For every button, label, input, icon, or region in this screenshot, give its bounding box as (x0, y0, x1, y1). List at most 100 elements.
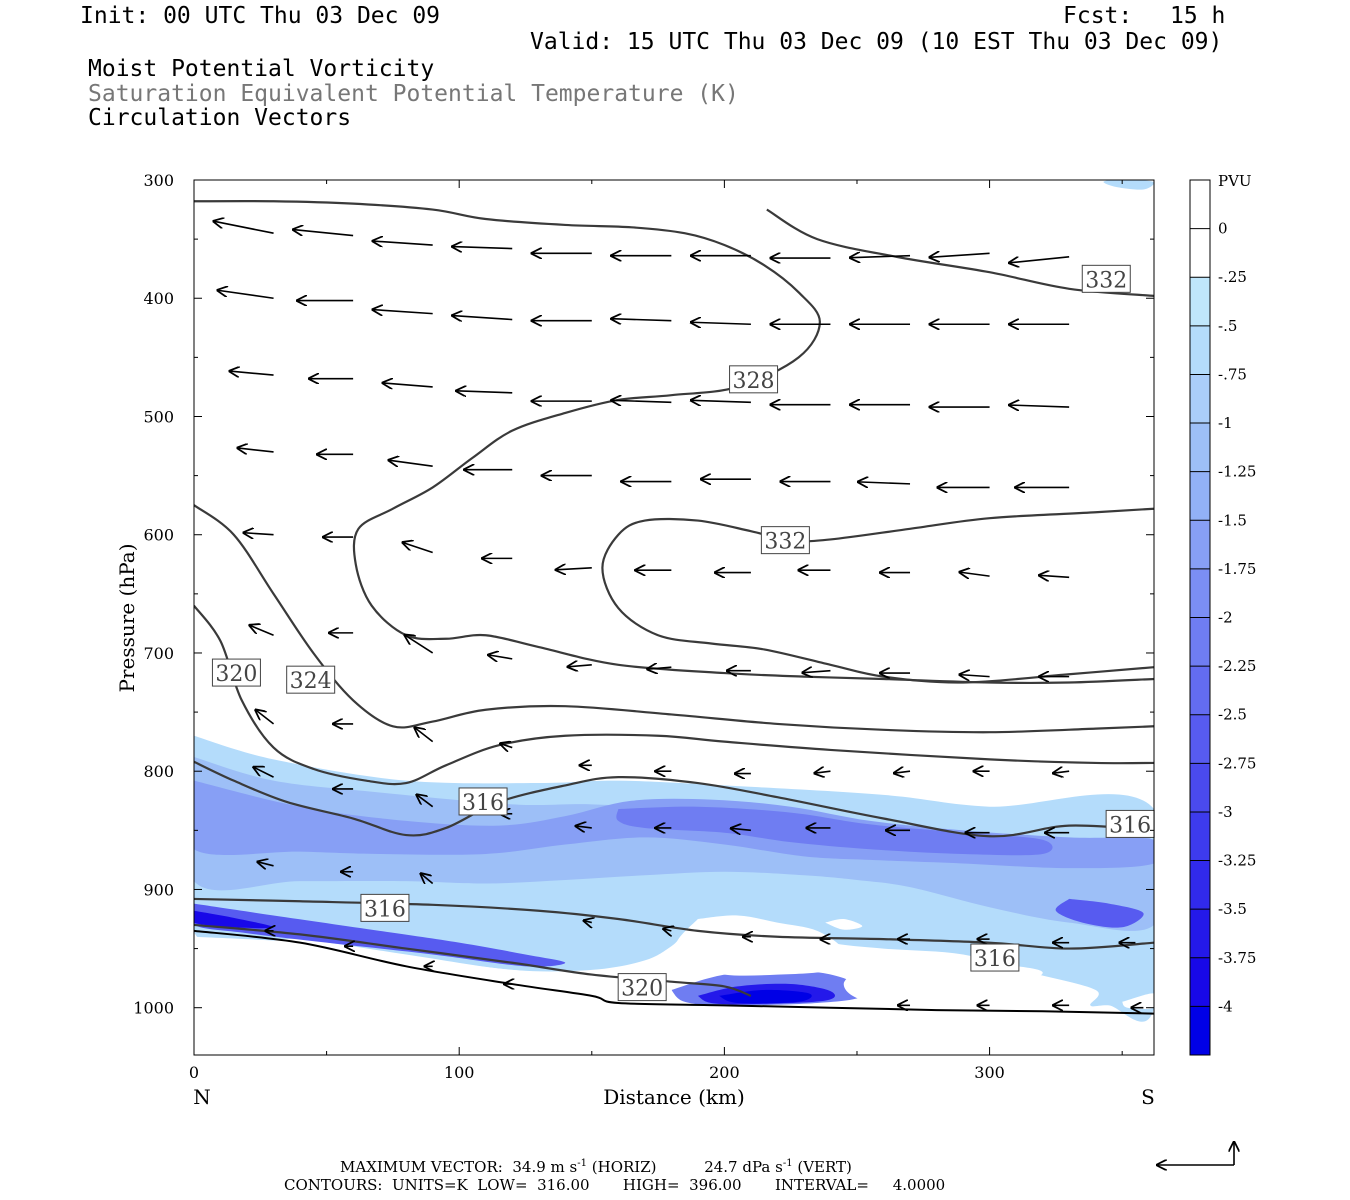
circulation-vector (1009, 405, 1070, 407)
circulation-vector (691, 400, 751, 402)
colorbar-unit: PVU (1218, 172, 1252, 190)
colorbar-label: -1.25 (1218, 463, 1256, 481)
circulation-vector (456, 391, 513, 393)
pv-region (194, 910, 274, 929)
circulation-vector (214, 221, 274, 234)
colorbar-swatch (1190, 471, 1210, 521)
y-axis-label: Pressure (hPa) (115, 544, 139, 693)
colorbar-swatch (1190, 568, 1210, 618)
contour-label-box (760, 526, 810, 555)
circulation-vector (373, 241, 433, 245)
colorbar-label: -2 (1218, 609, 1233, 627)
contour-label: 316 (458, 787, 508, 816)
circulation-vector (894, 771, 911, 773)
colorbar-swatch (1190, 666, 1210, 716)
init-time: Init: 00 UTC Thu 03 Dec 09 (80, 3, 441, 29)
contour-label-text: 324 (290, 669, 332, 694)
x-axis-label: Distance (km) (603, 1085, 745, 1109)
x-tick-label: 200 (709, 1063, 740, 1082)
max-vector-line: MAXIMUM VECTOR: 34.9 m s-1 (HORIZ) 24.7 … (340, 1159, 852, 1175)
circulation-vector (802, 671, 831, 673)
contour-label-text: 316 (364, 897, 406, 922)
circulation-vector (405, 635, 434, 654)
colorbar-label: -2.25 (1218, 657, 1256, 675)
circulation-vector (218, 290, 274, 300)
field-title-vectors: Circulation Vectors (88, 105, 352, 131)
contour-label-text: 332 (764, 530, 806, 555)
pv-region (194, 903, 566, 967)
colorbar-swatch (1190, 860, 1210, 910)
circulation-vector (500, 744, 513, 748)
circulation-vector (383, 383, 433, 387)
field-title-mpv: Moist Potential Vorticity (88, 56, 435, 82)
x-tick-label: 300 (974, 1063, 1005, 1082)
colorbar-swatch (1190, 520, 1210, 570)
pv-colorbar: PVU 0 -.25 -.5 -.75 -1 -1.25 -1.5 -1.75 -2 -2.25 -2… (1189, 172, 1256, 1056)
colorbar-label: -3.5 (1218, 900, 1247, 918)
circulation-vector (417, 795, 434, 808)
circulation-vector (663, 929, 671, 931)
max-vector-label: MAXIMUM VECTOR: (340, 1158, 503, 1176)
circulation-vector (647, 667, 672, 669)
contour-label: 316 (970, 943, 1020, 972)
contour-label-text: 316 (462, 791, 504, 816)
colorbar-swatch (1190, 957, 1210, 1007)
circulation-vector (403, 542, 433, 554)
contour-label-box (617, 973, 667, 1002)
contour-labels: 332 328 332 320 324 316 316 316 316 320 (211, 264, 1155, 1002)
colorbar-label: -.75 (1218, 365, 1247, 383)
contour-label: 316 (1105, 809, 1155, 838)
contour-label-text: 316 (974, 947, 1016, 972)
valid-time: Valid: 15 UTC Thu 03 Dec 09 (10 EST Thu … (530, 29, 1223, 55)
x-tick-label: 100 (444, 1063, 475, 1082)
circulation-vector (250, 625, 274, 636)
circulation-vector (556, 568, 592, 570)
circulation-vector (293, 230, 354, 237)
y-tick-label: 600 (143, 526, 174, 545)
colorbar-swatch (1190, 325, 1210, 375)
field-title-theta-es: Saturation Equivalent Potential Temperat… (88, 81, 739, 107)
circulation-vector (691, 322, 751, 324)
pv-region (194, 757, 1154, 931)
y-tick-label: 900 (143, 880, 174, 899)
contour-label-box (211, 658, 261, 687)
contour-label-box (458, 787, 508, 816)
contour-label-text: 320 (215, 662, 257, 687)
circulation-vector (421, 874, 434, 884)
x-end-label-north: N (193, 1085, 211, 1109)
y-tick-label: 800 (143, 762, 174, 781)
circulation-vector (960, 572, 990, 576)
contour-320 (194, 923, 752, 997)
contour-label: 328 (729, 365, 779, 394)
axes: 300 400 500 600 700 800 900 1000 0 100 200 300 (133, 171, 1154, 1082)
colorbar-swatch (1190, 374, 1210, 424)
contour-label-box (360, 893, 410, 922)
colorbar-label: -1.75 (1218, 560, 1256, 578)
x-tick-label: 0 (189, 1063, 199, 1082)
colorbar-label: -.5 (1218, 317, 1237, 335)
circulation-vector (452, 316, 513, 320)
pv-shading (194, 180, 1154, 1022)
contour-label-box (286, 665, 336, 694)
colorbar-label: -2.75 (1218, 754, 1256, 772)
contour-label: 324 (286, 665, 336, 694)
circulation-vector (256, 710, 275, 725)
colorbar-label: -3.25 (1218, 852, 1256, 870)
colorbar-swatch (1190, 617, 1210, 667)
plot-frame (193, 179, 1155, 1056)
colorbar-swatch (1190, 277, 1210, 327)
circulation-vector (415, 728, 434, 743)
pv-region (1055, 898, 1144, 928)
colorbar-swatch (1190, 811, 1210, 862)
pv-region (719, 989, 812, 1004)
colorbar-swatch (1190, 180, 1210, 230)
x-end-label-south: S (1141, 1085, 1155, 1109)
pv-region (1103, 180, 1154, 190)
circulation-vector (238, 448, 274, 452)
colorbar-label: -1.5 (1218, 511, 1247, 529)
vert-exponent: -1 (782, 1158, 793, 1169)
horiz-exponent: -1 (577, 1158, 587, 1169)
y-tick-label: 1000 (133, 999, 174, 1018)
colorbar-label: -.25 (1218, 268, 1247, 286)
